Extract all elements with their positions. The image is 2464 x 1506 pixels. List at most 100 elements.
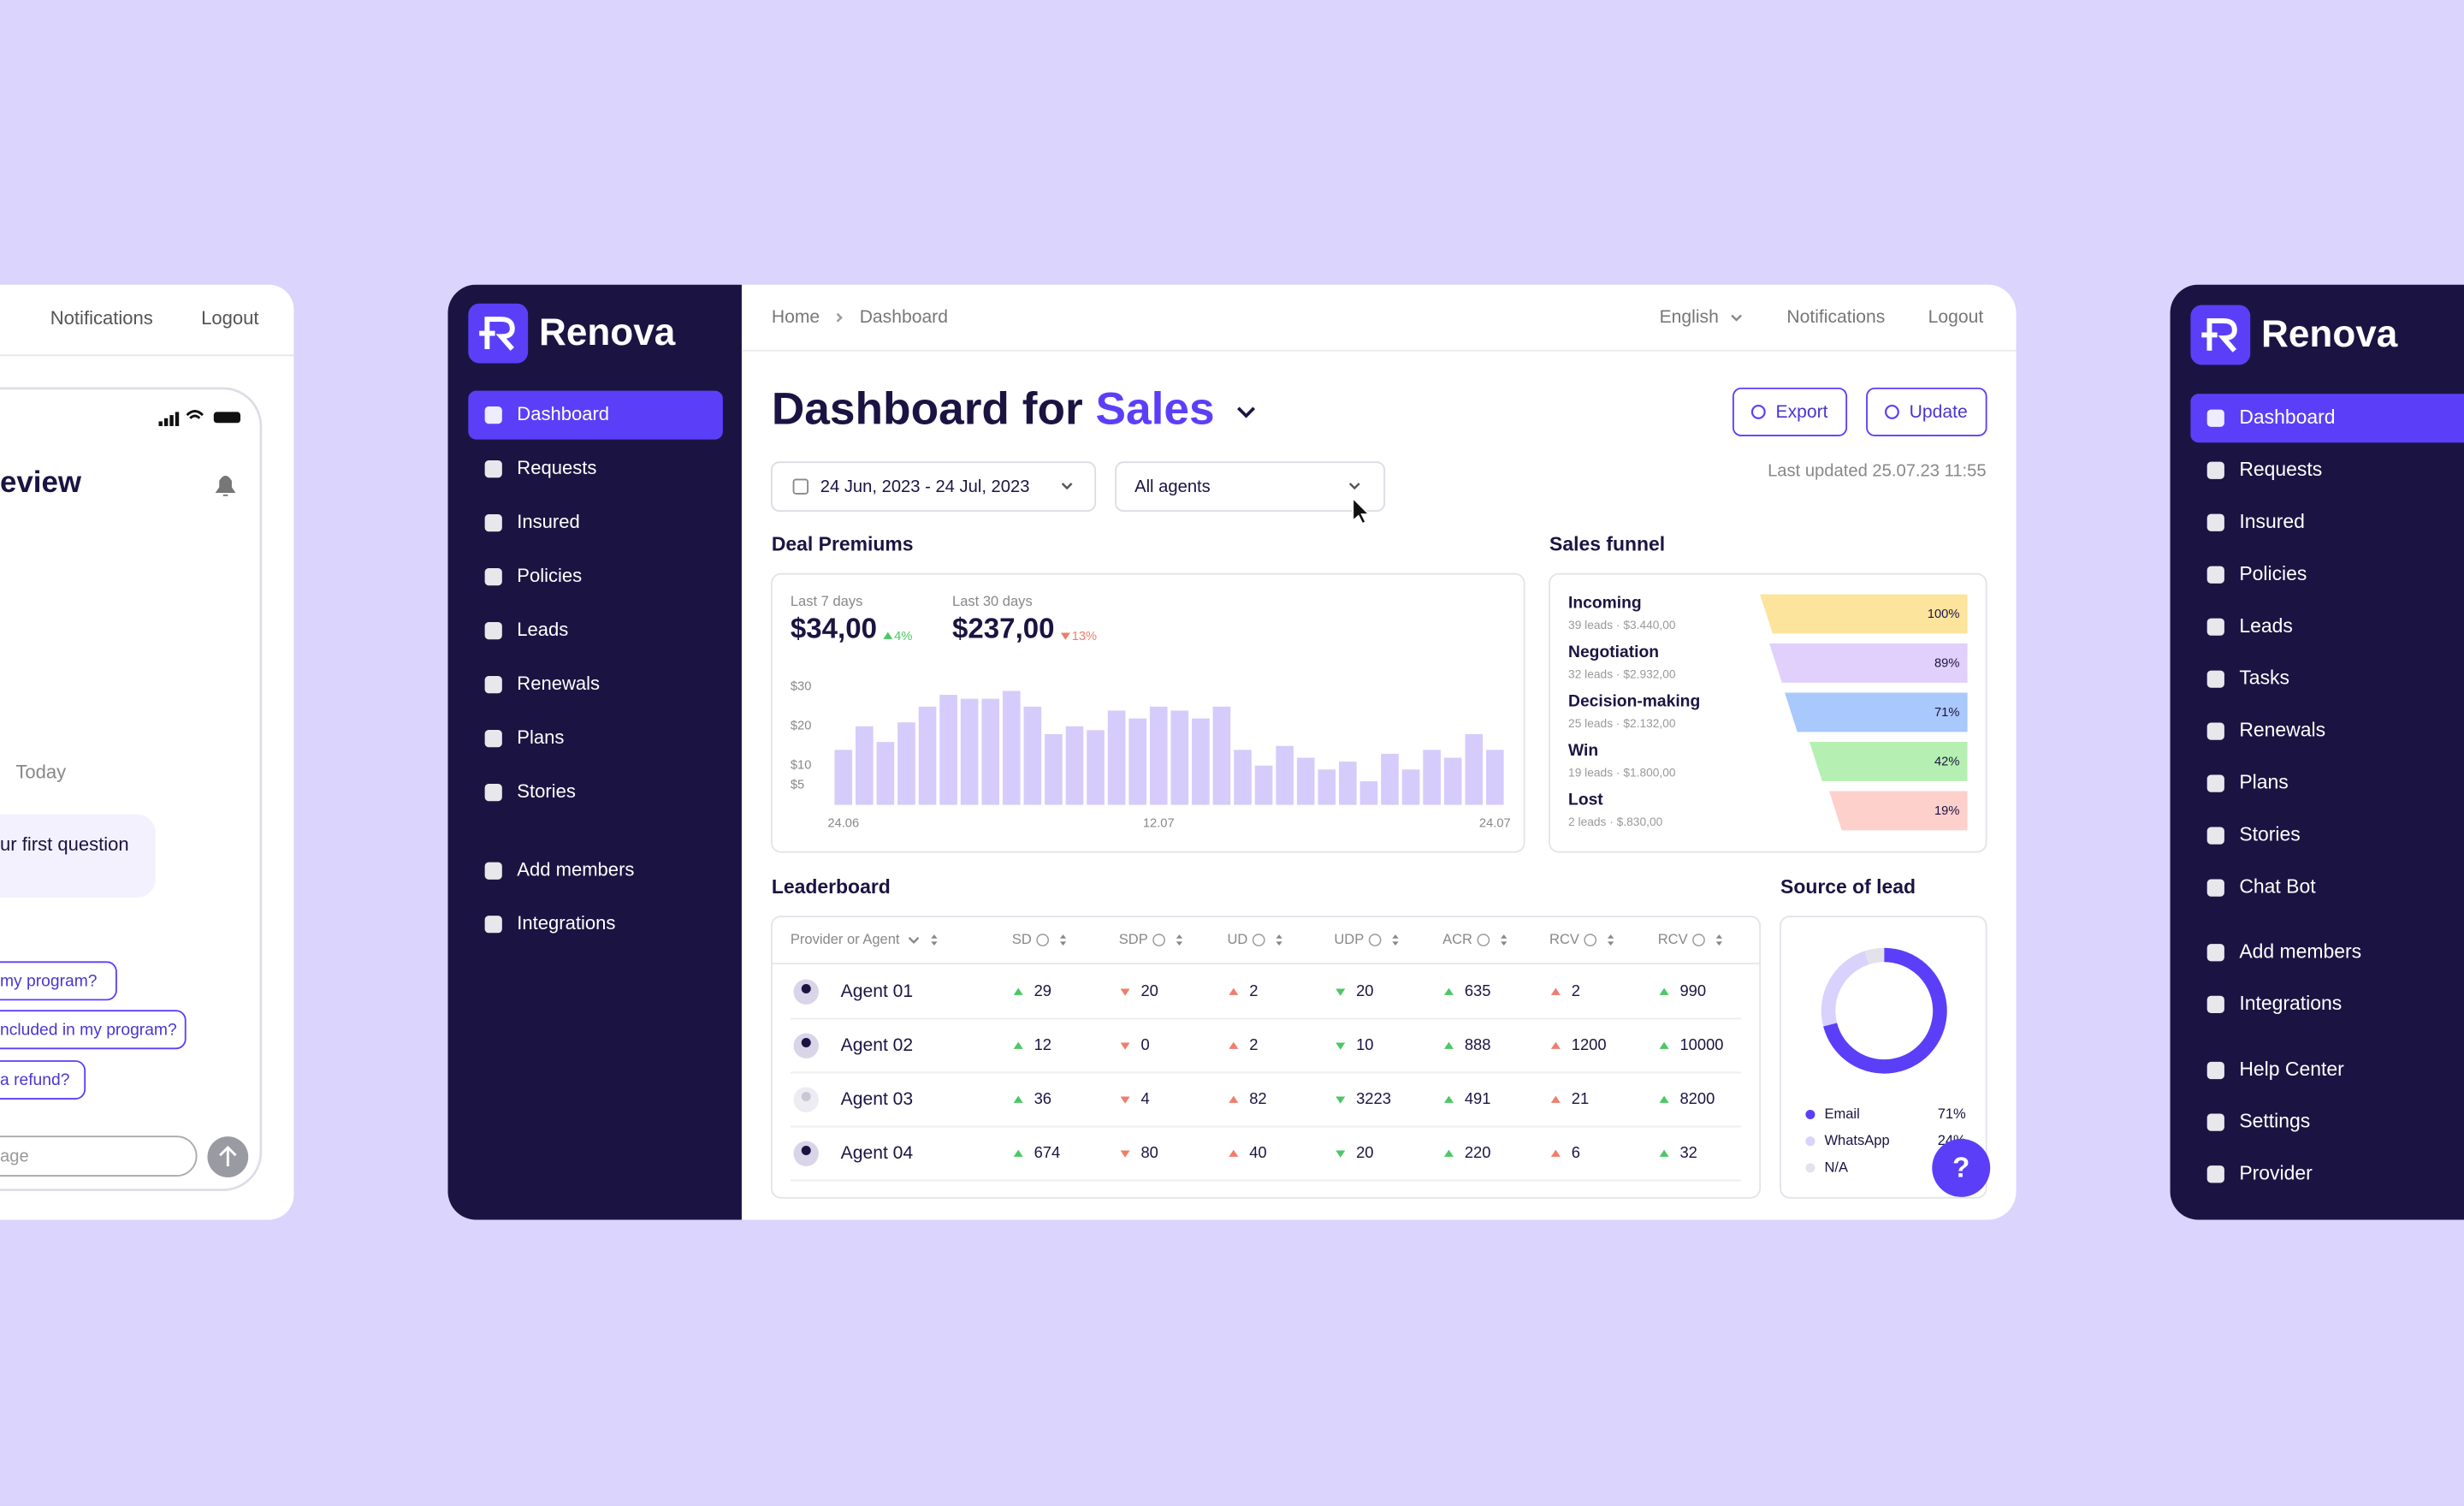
cell-value: 888 bbox=[1465, 1035, 1491, 1053]
nav-item[interactable]: Add members bbox=[517, 859, 634, 880]
arrow-up bbox=[1013, 1095, 1023, 1103]
breadcrumb[interactable]: Home bbox=[772, 307, 820, 327]
nav-item[interactable]: Leads bbox=[517, 619, 568, 640]
title-highlight: Sales bbox=[1095, 383, 1214, 434]
nav-item[interactable]: Stories bbox=[2239, 823, 2300, 845]
column-header[interactable]: UD bbox=[1227, 931, 1247, 947]
arrow-up bbox=[1013, 987, 1023, 995]
help-button[interactable] bbox=[1932, 1138, 1991, 1197]
nav-item[interactable]: Help Center bbox=[2239, 1058, 2344, 1080]
bar bbox=[1443, 757, 1462, 805]
cell-value: 220 bbox=[1465, 1143, 1491, 1161]
nav-item[interactable]: Settings bbox=[2239, 1110, 2310, 1132]
column-header[interactable]: UDP bbox=[1334, 931, 1364, 947]
nav-item[interactable]: Renewals bbox=[2239, 719, 2325, 741]
nav-icon bbox=[2206, 1113, 2224, 1131]
signal-bar bbox=[169, 415, 174, 426]
nav-item[interactable]: Integrations bbox=[2239, 992, 2342, 1014]
nav-item[interactable]: Provider bbox=[2239, 1161, 2313, 1183]
logo-r bbox=[2201, 317, 2237, 353]
date-picker[interactable] bbox=[770, 461, 1097, 513]
cell-value: 20 bbox=[1356, 981, 1373, 999]
nav-link[interactable]: Logout bbox=[201, 307, 258, 329]
bar bbox=[1045, 733, 1063, 805]
message-bubble bbox=[0, 814, 156, 898]
nav-item[interactable]: Stories bbox=[517, 780, 576, 802]
agent-select[interactable] bbox=[1115, 461, 1386, 513]
nav-item[interactable]: Dashboard bbox=[517, 403, 609, 424]
cell-value: 2 bbox=[1249, 1035, 1258, 1053]
message: ur first question bbox=[0, 833, 129, 855]
nav-link[interactable]: Notifications bbox=[50, 307, 153, 329]
card bbox=[1549, 572, 1987, 853]
nav-item[interactable]: Tasks bbox=[2239, 667, 2289, 689]
suggestion-chip[interactable] bbox=[0, 1010, 187, 1050]
nav-icon bbox=[2206, 879, 2224, 897]
left-panel: Notifications Logout eview Today ur first qu… bbox=[0, 284, 294, 1220]
funnel-bar bbox=[1785, 692, 1968, 732]
last-updated: Last updated 25.07.23 11:55 bbox=[1768, 462, 1987, 481]
nav-icon bbox=[484, 406, 502, 424]
funnel-label: 100% bbox=[1928, 608, 1960, 621]
arrow-up bbox=[1229, 1095, 1239, 1103]
cell-value: 10 bbox=[1356, 1035, 1373, 1053]
nav-item[interactable]: Renewals bbox=[517, 673, 600, 694]
funnel-stage: Lost bbox=[1568, 792, 1603, 809]
funnel-stage: Negotiation bbox=[1568, 643, 1659, 661]
column-header[interactable]: RCV bbox=[1658, 931, 1688, 947]
nav-link[interactable]: Notifications bbox=[1786, 307, 1885, 327]
arrow-up bbox=[1013, 1041, 1023, 1049]
nav-icon bbox=[2206, 618, 2224, 636]
cell-value: 635 bbox=[1465, 981, 1491, 999]
nav-item[interactable]: Add members bbox=[2239, 940, 2361, 962]
button[interactable] bbox=[1866, 387, 1987, 436]
info-icon bbox=[1036, 934, 1050, 946]
nav-item[interactable]: Policies bbox=[517, 565, 582, 586]
nav-icon bbox=[484, 568, 502, 586]
nav-item[interactable]: Insured bbox=[517, 511, 579, 532]
bar bbox=[1423, 750, 1441, 805]
funnel-label: 71% bbox=[1934, 706, 1959, 720]
bar bbox=[1149, 706, 1168, 805]
nav-item[interactable]: Requests bbox=[2239, 458, 2322, 480]
nav-item[interactable]: Leads bbox=[2239, 614, 2293, 637]
cursor bbox=[1352, 496, 1371, 525]
x-tick-label: 24.07 bbox=[1479, 817, 1511, 831]
bar bbox=[1381, 753, 1399, 805]
nav-item[interactable]: Chat Bot bbox=[2239, 875, 2316, 898]
funnel-bar bbox=[1760, 594, 1968, 634]
nav-icon bbox=[2206, 461, 2224, 479]
suggestion-chip[interactable] bbox=[0, 1060, 86, 1100]
bar bbox=[1318, 769, 1336, 805]
cell-value: 36 bbox=[1034, 1089, 1051, 1107]
legend-label: N/A bbox=[1824, 1159, 1848, 1175]
cell-value: 21 bbox=[1572, 1089, 1589, 1107]
message-input[interactable] bbox=[0, 1135, 198, 1177]
column-header[interactable]: SD bbox=[1012, 931, 1032, 947]
column-header[interactable]: RCV bbox=[1549, 931, 1579, 947]
nav-item[interactable]: Dashboard bbox=[2239, 406, 2335, 428]
cell-value: 2 bbox=[1572, 981, 1580, 999]
nav-icon bbox=[2206, 995, 2224, 1013]
nav-link[interactable]: Logout bbox=[1928, 307, 1984, 327]
column-header[interactable]: ACR bbox=[1442, 931, 1472, 947]
section-title: Deal Premiums bbox=[772, 533, 914, 555]
column-header[interactable]: Provider or Agent bbox=[791, 931, 900, 947]
nav-item[interactable]: Requests bbox=[517, 457, 596, 478]
button[interactable] bbox=[1732, 387, 1848, 436]
nav-item[interactable]: Plans bbox=[517, 726, 564, 748]
stat-change: 4% bbox=[894, 630, 912, 643]
agent-name: Agent 03 bbox=[841, 1089, 914, 1109]
column-header[interactable]: SDP bbox=[1119, 931, 1148, 947]
nav-item[interactable]: Integrations bbox=[517, 912, 615, 934]
button-label: Update bbox=[1910, 402, 1968, 422]
funnel-bar bbox=[1828, 791, 1968, 831]
arrow-up bbox=[1229, 987, 1239, 995]
nav-item[interactable]: Insured bbox=[2239, 510, 2305, 532]
language[interactable]: English bbox=[1660, 307, 1719, 327]
suggestion-chip[interactable] bbox=[0, 961, 117, 1001]
nav-item[interactable]: Policies bbox=[2239, 562, 2307, 584]
send-arrow bbox=[219, 1145, 237, 1167]
nav-icon bbox=[2206, 566, 2224, 584]
nav-item[interactable]: Plans bbox=[2239, 771, 2288, 793]
